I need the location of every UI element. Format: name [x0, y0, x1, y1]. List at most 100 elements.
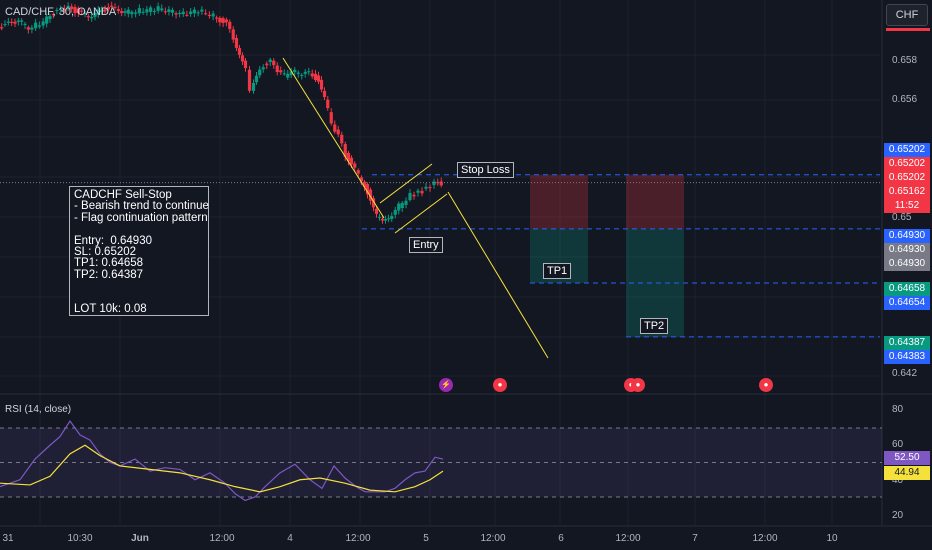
rsi-title[interactable]: RSI (14, close) — [5, 404, 72, 415]
candle-body — [377, 216, 382, 218]
sl-zone-2 — [626, 174, 684, 229]
note-line: TP1: 0.64658 — [74, 257, 144, 270]
price-tag: 0.65202 — [884, 171, 930, 185]
note-line — [74, 281, 204, 292]
candle-body — [66, 5, 70, 9]
candle-body — [336, 129, 340, 135]
news-event-icon[interactable]: ● — [631, 378, 645, 392]
candle-body — [196, 12, 200, 14]
candle-body — [83, 12, 87, 14]
candle-body — [178, 12, 182, 14]
candle-body — [200, 9, 204, 12]
price-tag: 0.64930 — [884, 257, 930, 271]
candle-body — [62, 8, 66, 12]
candle-body — [374, 208, 379, 214]
time-tick: 12:00 — [752, 533, 778, 544]
currency-button[interactable]: CHF — [886, 4, 928, 26]
candle-body — [6, 21, 10, 23]
note-line: CADCHF Sell-Stop — [74, 189, 172, 201]
trade-note[interactable]: CADCHF Sell-Stop - Bearish trend to conti… — [69, 186, 209, 316]
candle-body — [343, 144, 347, 157]
time-tick: 12:00 — [615, 533, 641, 544]
candle-body — [120, 11, 124, 13]
lightning-event-icon[interactable]: ⚡ — [439, 378, 453, 392]
price-tag: 0.65202 — [884, 143, 930, 157]
price-tag: 0.65162 11:52 — [884, 185, 930, 213]
candle-body — [185, 14, 189, 16]
price-tag: 0.64654 — [884, 296, 930, 310]
candle-body — [400, 202, 404, 209]
candle-body — [322, 90, 327, 98]
candle-body — [30, 27, 34, 30]
symbol-title[interactable]: CAD/CHF, 30, OANDA — [5, 6, 117, 18]
candle-body — [275, 65, 279, 73]
price-tick: 0.656 — [892, 94, 918, 105]
sl-zone-1 — [530, 174, 588, 229]
rsi-tick: 60 — [892, 439, 904, 450]
candle-body — [329, 112, 333, 124]
candle-body — [279, 70, 283, 73]
rsi-tick: 40 — [892, 475, 904, 486]
time-tick: 31 — [2, 533, 14, 544]
candle-body — [96, 9, 100, 15]
candle-body — [192, 9, 196, 14]
candle-body — [156, 6, 160, 11]
time-tick: 6 — [558, 533, 564, 544]
candle-body — [110, 5, 114, 7]
candle-body — [0, 27, 4, 29]
candle-body — [41, 21, 45, 26]
price-tick: 0.642 — [892, 368, 918, 379]
time-tick: 7 — [692, 533, 698, 544]
candle-body — [408, 192, 412, 200]
news-event-icon[interactable]: ● — [493, 378, 507, 392]
candle-body — [296, 72, 300, 74]
candle-body — [254, 75, 259, 83]
candle-body — [268, 59, 272, 63]
candle-body — [307, 71, 311, 73]
news-event-icon[interactable]: ● — [759, 378, 773, 392]
candle-body — [170, 9, 175, 13]
stop-loss-label[interactable]: Stop Loss — [457, 162, 514, 178]
candle-body — [37, 25, 41, 27]
entry-label[interactable]: Entry — [409, 237, 443, 253]
note-line: - Bearish trend to continue — [74, 200, 209, 213]
candle-body — [428, 187, 432, 189]
rsi-tick: 20 — [892, 510, 904, 521]
candle-body — [282, 73, 286, 75]
candle-body — [349, 157, 354, 165]
price-tag: 0.65202 — [884, 157, 930, 171]
candle-body — [310, 73, 314, 77]
candle-body — [224, 19, 228, 23]
time-tick: 12:00 — [480, 533, 506, 544]
tp2-label[interactable]: TP2 — [640, 318, 669, 334]
rsi-value-tag: 52.50 — [884, 451, 930, 465]
candle-body — [397, 203, 401, 211]
candle-body — [134, 12, 138, 14]
candle-body — [404, 200, 408, 205]
candle-body — [293, 69, 297, 73]
candle-body — [20, 20, 24, 22]
candle-body — [137, 8, 141, 14]
candle-body — [237, 48, 242, 55]
candle-body — [261, 67, 265, 70]
time-tick: 5 — [423, 533, 429, 544]
candle-body — [240, 55, 245, 62]
rsi-ma-value-tag: 44.94 — [884, 466, 930, 480]
candle-body — [86, 16, 90, 18]
candlestick-series — [0, 1, 443, 224]
candle-body — [152, 10, 156, 12]
candle-body — [326, 99, 330, 109]
candle-body — [80, 10, 84, 12]
tp1-label[interactable]: TP1 — [543, 263, 572, 279]
candle-body — [386, 218, 391, 220]
candle-body — [272, 60, 276, 66]
candle-body — [265, 63, 269, 66]
flag-upper-line — [379, 163, 433, 204]
candle-body — [432, 181, 436, 185]
candle-body — [383, 219, 388, 221]
candle-body — [141, 11, 145, 13]
candle-body — [420, 190, 424, 194]
note-line: LOT 10k: 0.08 — [74, 302, 147, 315]
candle-body — [90, 16, 94, 19]
